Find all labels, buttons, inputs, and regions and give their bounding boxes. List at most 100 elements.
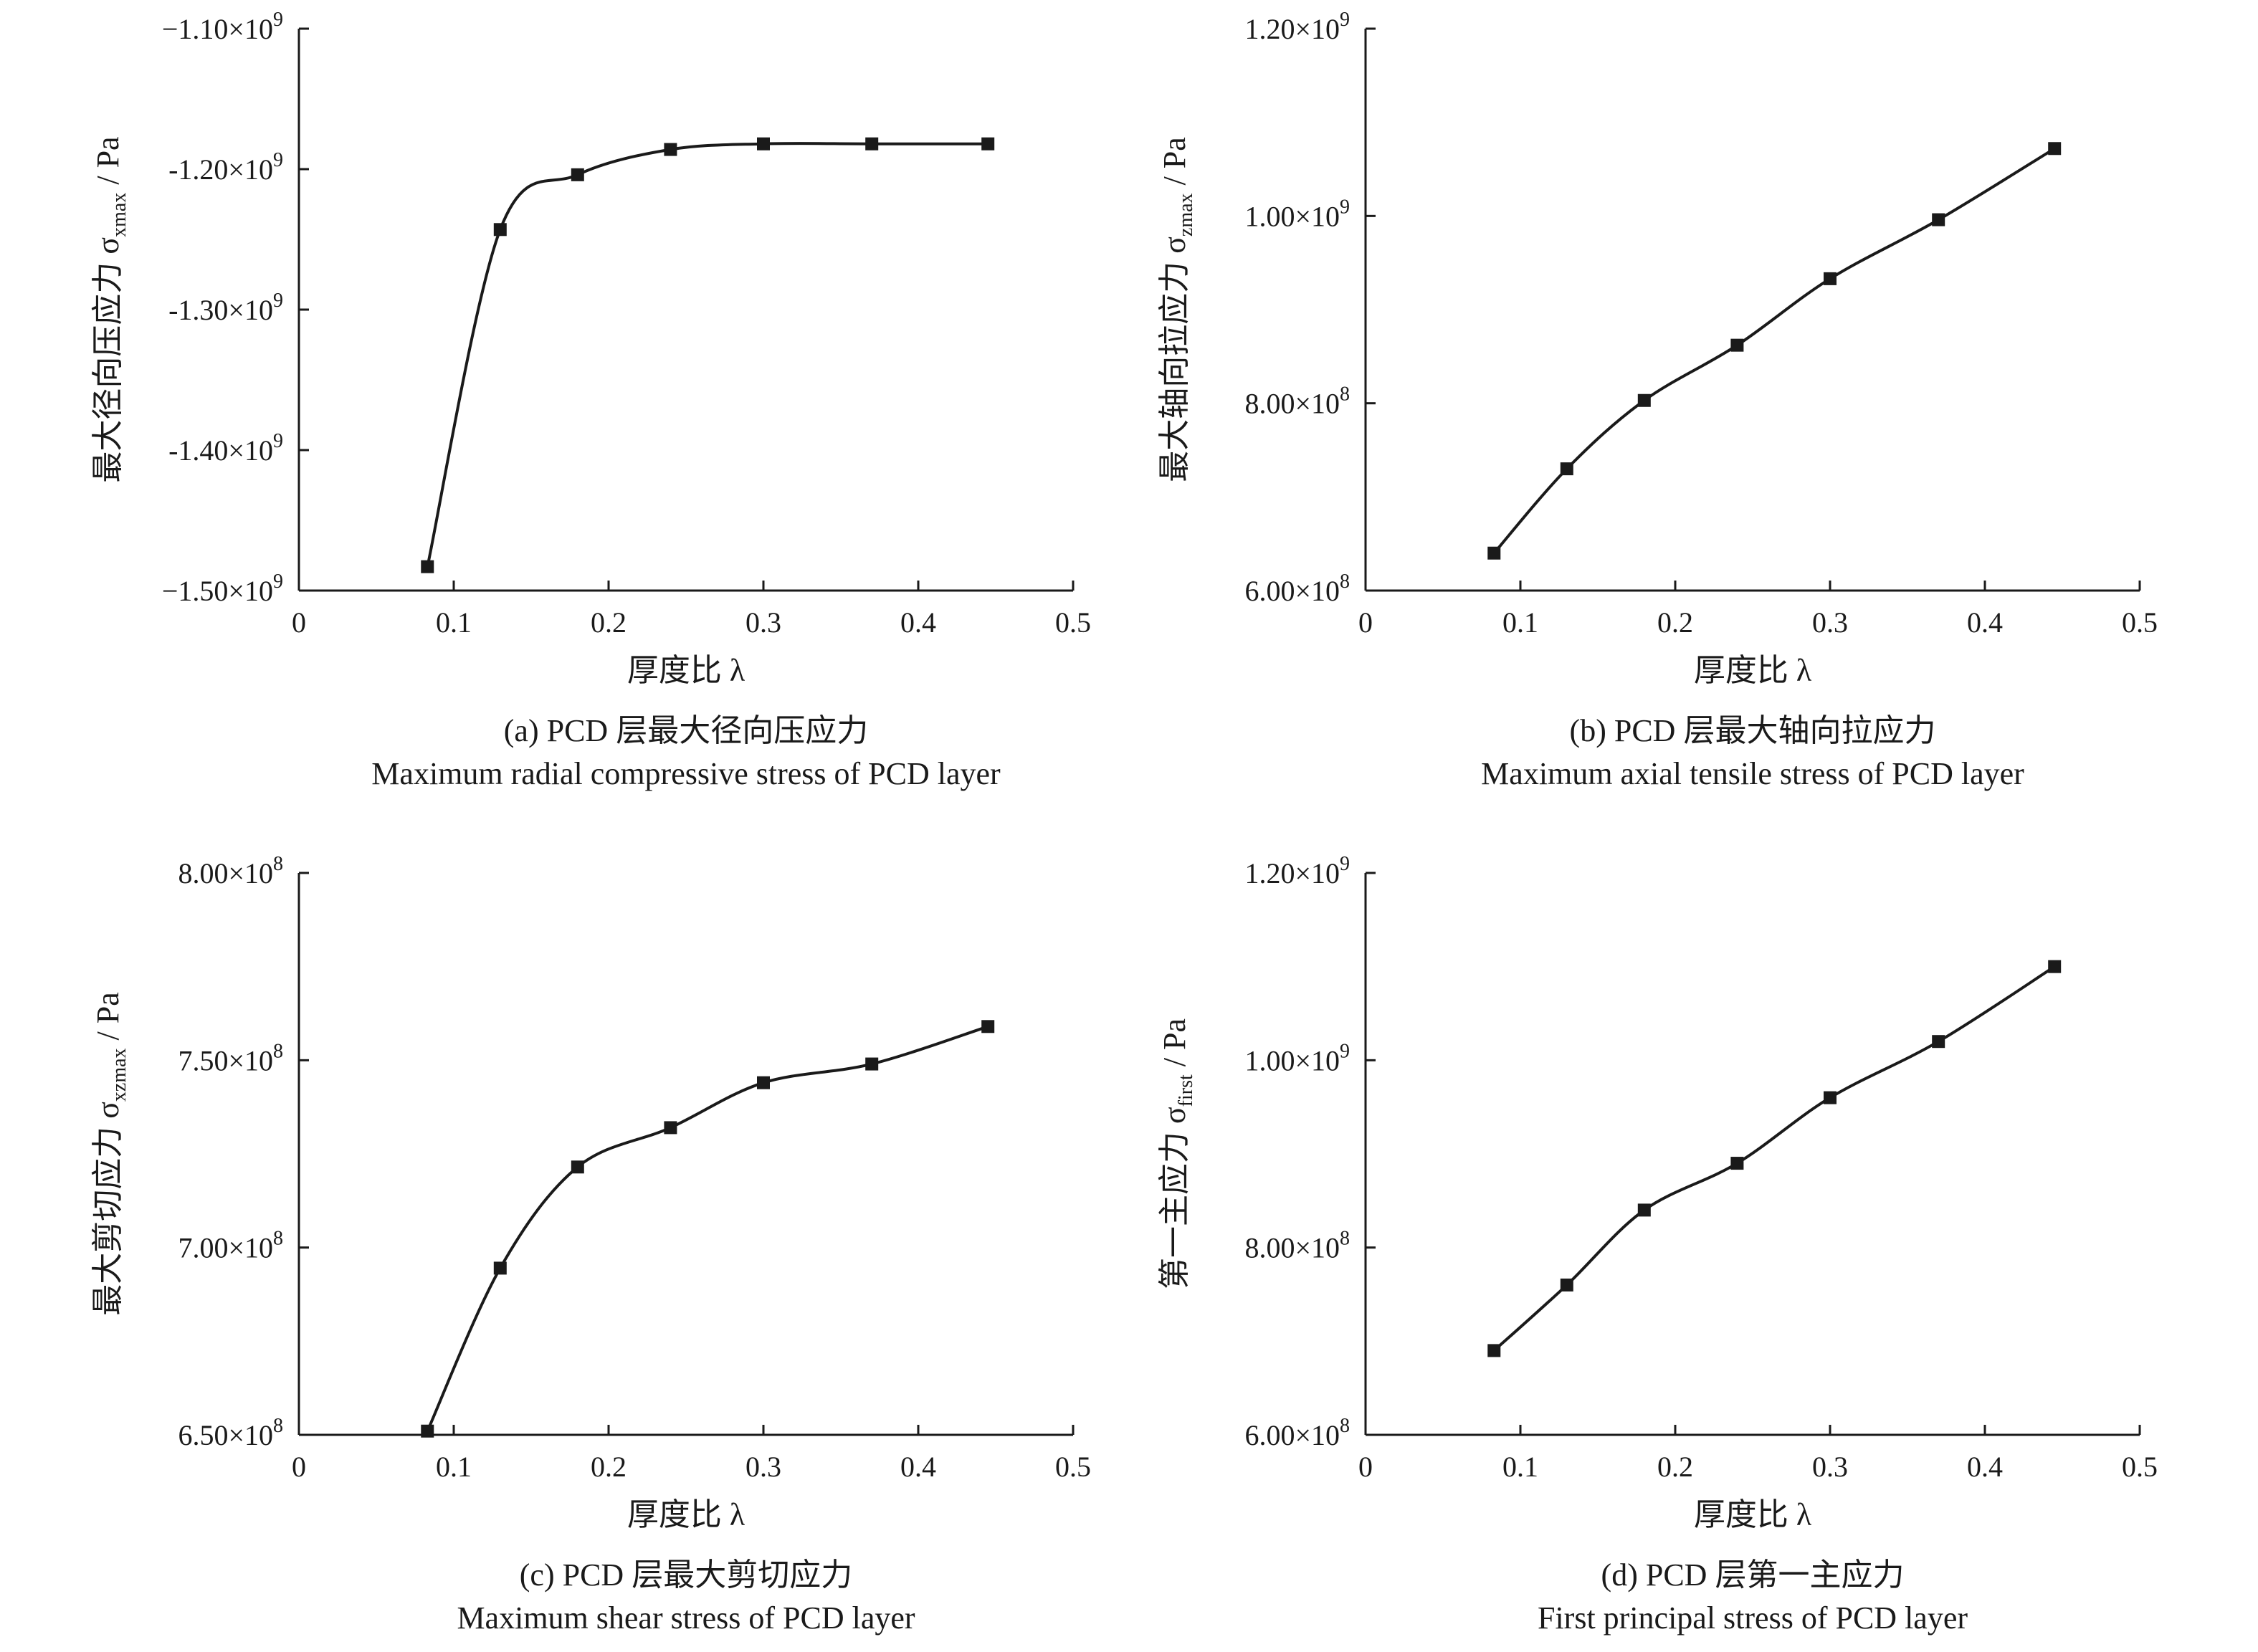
caption-en: Maximum shear stress of PCD layer <box>457 1600 915 1636</box>
data-point-marker <box>571 168 584 181</box>
data-point-marker <box>981 1020 995 1033</box>
y-tick-label: -1.40×109 <box>168 430 283 467</box>
y-tick-mantissa: 1.20×10 <box>1244 13 1340 45</box>
data-point-marker <box>1730 1157 1744 1170</box>
y-tick-mantissa: −1.10×10 <box>162 13 273 45</box>
chart-panel-b: 0 0.1 0.2 0.3 0.4 0.56.00×1088.00×1081.00×109… <box>1157 9 2158 791</box>
y-tick-exponent: 9 <box>273 570 283 593</box>
x-tick-label: 0.4 <box>900 606 936 639</box>
x-tick-label: 0.1 <box>1502 1451 1538 1483</box>
y-tick-label: 1.00×109 <box>1244 1040 1350 1076</box>
y-tick-exponent: 8 <box>1340 383 1350 406</box>
y-axis-label-subscript: xzmax <box>108 1048 130 1102</box>
y-tick-mantissa: -1.20×10 <box>168 153 273 186</box>
y-tick-label: 1.20×109 <box>1244 9 1350 45</box>
data-point-marker <box>981 137 995 151</box>
data-point-marker <box>421 1424 434 1438</box>
y-tick-label: 8.00×108 <box>178 853 283 889</box>
data-point-marker <box>1637 393 1651 407</box>
data-point-marker <box>1637 1203 1651 1217</box>
y-tick-mantissa: 1.20×10 <box>1244 857 1340 889</box>
y-tick-mantissa: 1.00×10 <box>1244 1044 1340 1076</box>
y-tick-mantissa: -1.30×10 <box>168 294 273 326</box>
y-axis-label: 最大径向压应力 σxmax / Pa <box>90 136 130 482</box>
caption-cn: (b) PCD 层最大轴向拉应力 <box>1570 713 1936 748</box>
y-axis-label-unit: / Pa <box>1157 137 1192 193</box>
x-axis-label: 厚度比 λ <box>627 653 745 688</box>
y-tick-label: −1.50×109 <box>162 570 283 607</box>
y-tick-label: 6.00×108 <box>1244 570 1350 607</box>
data-point-marker <box>571 1160 584 1174</box>
chart-panel-a: 0 0.1 0.2 0.3 0.4 0.5−1.50×109-1.40×109-1.30×… <box>90 9 1091 791</box>
data-point-marker <box>865 137 879 151</box>
x-tick-label: 0.1 <box>1502 606 1538 639</box>
y-tick-mantissa: 6.50×10 <box>178 1419 273 1451</box>
x-tick-label: 0.3 <box>1812 1451 1848 1483</box>
x-tick-label: 0.2 <box>591 1451 627 1483</box>
data-point-marker <box>493 1261 507 1275</box>
data-point-marker <box>1560 462 1573 476</box>
caption-cn: (c) PCD 层最大剪切应力 <box>520 1557 852 1593</box>
y-tick-exponent: 8 <box>1340 1415 1350 1437</box>
y-tick-mantissa: 7.00×10 <box>178 1232 273 1264</box>
y-axis-label-main: 最大剪切应力 σ <box>90 1102 125 1316</box>
y-tick-label: 7.50×108 <box>178 1040 283 1076</box>
data-point-marker <box>2048 960 2062 973</box>
y-tick-exponent: 9 <box>1340 1040 1350 1062</box>
series-line <box>1492 147 2056 555</box>
x-tick-label: 0.3 <box>1812 606 1848 639</box>
y-tick-label: -1.20×109 <box>168 149 283 186</box>
y-axis-label-main: 最大轴向拉应力 σ <box>1157 237 1192 482</box>
y-tick-label: 1.00×109 <box>1244 196 1350 232</box>
data-point-marker <box>1824 272 1837 285</box>
y-tick-exponent: 8 <box>273 1415 283 1437</box>
chart-panel-d: 0 0.1 0.2 0.3 0.4 0.56.00×1088.00×1081.00×109… <box>1157 853 2158 1636</box>
x-axis-label: 厚度比 λ <box>1694 653 1812 688</box>
caption-en: Maximum axial tensile stress of PCD laye… <box>1481 756 2024 791</box>
series-line <box>426 1025 989 1432</box>
data-point-marker <box>493 223 507 237</box>
y-tick-label: 8.00×108 <box>1244 383 1350 420</box>
y-tick-mantissa: 8.00×10 <box>1244 388 1340 420</box>
y-tick-exponent: 9 <box>1340 9 1350 31</box>
x-axis-label: 厚度比 λ <box>627 1497 745 1532</box>
x-tick-label: 0.5 <box>1055 1451 1091 1483</box>
x-tick-label: 0.2 <box>1657 1451 1693 1483</box>
x-tick-label: 0.1 <box>436 606 472 639</box>
x-tick-label: 0.3 <box>745 1451 781 1483</box>
y-axis-label-unit: / Pa <box>90 992 125 1048</box>
y-tick-mantissa: 8.00×10 <box>178 857 273 889</box>
y-tick-label: 6.50×108 <box>178 1415 283 1451</box>
x-tick-label: 0.2 <box>591 606 627 639</box>
y-axis-label: 最大轴向拉应力 σzmax / Pa <box>1157 137 1197 482</box>
chart-panel-c: 0 0.1 0.2 0.3 0.4 0.56.50×1087.00×1087.50×108… <box>90 853 1091 1636</box>
data-point-marker <box>1824 1091 1837 1104</box>
caption-cn: (a) PCD 层最大径向压应力 <box>504 713 868 748</box>
y-axis-label: 最大剪切应力 σxzmax / Pa <box>90 992 130 1316</box>
caption-en: First principal stress of PCD layer <box>1538 1600 1968 1636</box>
y-tick-exponent: 9 <box>1340 853 1350 875</box>
y-tick-exponent: 8 <box>273 1040 283 1062</box>
x-tick-label: 0.4 <box>900 1451 936 1483</box>
x-tick-label: 0.3 <box>745 606 781 639</box>
x-axis-label: 厚度比 λ <box>1694 1497 1812 1532</box>
series-line <box>1492 965 2056 1352</box>
y-tick-label: -1.30×109 <box>168 290 283 326</box>
y-tick-mantissa: −1.50×10 <box>162 575 273 607</box>
y-axis-label-main: 最大径向压应力 σ <box>90 237 125 483</box>
x-tick-label: 0.1 <box>436 1451 472 1483</box>
y-tick-mantissa: 8.00×10 <box>1244 1232 1340 1264</box>
x-tick-label: 0.4 <box>1967 1451 2003 1483</box>
y-tick-label: 1.20×109 <box>1244 853 1350 889</box>
series-line <box>426 142 989 568</box>
data-point-marker <box>1932 1035 1945 1049</box>
data-point-marker <box>421 560 434 573</box>
x-tick-label: 0.5 <box>2122 1451 2158 1483</box>
y-axis-label: 第一主应力 σfirst / Pa <box>1157 1018 1197 1289</box>
data-point-marker <box>757 1076 770 1089</box>
y-tick-mantissa: 7.50×10 <box>178 1044 273 1076</box>
x-tick-label: 0.5 <box>1055 606 1091 639</box>
y-tick-label: 8.00×108 <box>1244 1228 1350 1264</box>
data-point-marker <box>1560 1278 1573 1291</box>
